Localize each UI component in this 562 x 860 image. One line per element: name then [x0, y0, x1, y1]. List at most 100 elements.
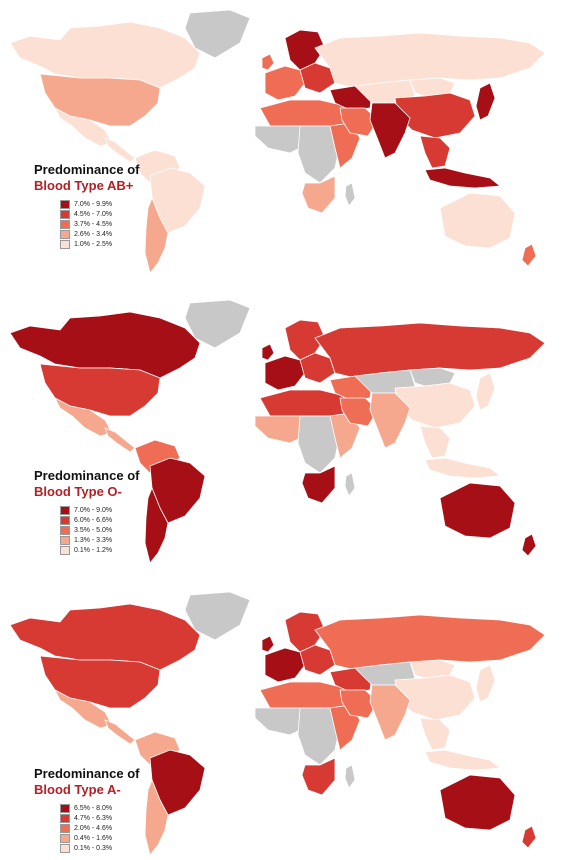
region-se-asia — [419, 717, 451, 751]
legend-swatch — [60, 239, 70, 249]
legend-swatch — [60, 505, 70, 515]
region-canada — [9, 603, 201, 671]
legend-swatch — [60, 545, 70, 555]
legend-range: 1.0% - 2.5% — [74, 240, 113, 248]
legend-row: 0.1% - 1.2% — [34, 545, 184, 555]
legend-row: 1.0% - 2.5% — [34, 239, 184, 249]
region-w-europe — [264, 647, 306, 683]
region-arabia — [339, 107, 379, 137]
region-india — [369, 684, 411, 741]
region-scandinavia — [284, 29, 326, 71]
region-scandinavia — [284, 611, 326, 653]
region-australia — [439, 774, 516, 831]
legend-range: 2.6% - 3.4% — [74, 230, 113, 238]
region-indonesia — [424, 167, 502, 189]
legend-title-line2: Blood Type A- — [34, 782, 121, 797]
legend-range: 4.7% - 6.3% — [74, 814, 113, 822]
legend-swatch — [60, 229, 70, 239]
region-nz — [521, 243, 537, 267]
region-mexico — [54, 107, 113, 147]
region-indonesia — [424, 749, 502, 771]
legend-title-line1: Predominance of — [34, 468, 140, 483]
region-se-asia — [419, 135, 451, 169]
legend-title-line2: Blood Type O- — [34, 484, 122, 499]
region-japan — [475, 372, 496, 411]
region-mexico — [54, 397, 113, 437]
map-legend: Predominance of Blood Type AB+ 7.0% - 9.… — [34, 162, 184, 249]
legend-range: 6.5% - 8.0% — [74, 804, 113, 812]
region-central-am — [104, 719, 136, 745]
legend-row: 4.7% - 6.3% — [34, 813, 184, 823]
legend-range: 7.0% - 9.0% — [74, 506, 113, 514]
region-india — [369, 102, 411, 159]
legend-range: 0.4% - 1.6% — [74, 834, 113, 842]
legend-swatch — [60, 525, 70, 535]
legend-row: 6.5% - 8.0% — [34, 803, 184, 813]
legend-row: 2.6% - 3.4% — [34, 229, 184, 239]
region-greenland — [184, 9, 251, 59]
legend-range: 4.5% - 7.0% — [74, 210, 113, 218]
region-usa — [39, 655, 161, 709]
region-madagascar — [344, 182, 356, 207]
legend-swatch — [60, 803, 70, 813]
world-map — [9, 9, 546, 274]
region-australia — [439, 482, 516, 539]
legend-swatch — [60, 823, 70, 833]
region-s-africa — [301, 465, 336, 504]
region-central-am — [104, 427, 136, 453]
region-usa — [39, 73, 161, 127]
legend-row: 1.3% - 3.3% — [34, 535, 184, 545]
legend-row: 6.0% - 6.6% — [34, 515, 184, 525]
legend-swatch — [60, 515, 70, 525]
legend-row: 0.4% - 1.6% — [34, 833, 184, 843]
legend-row: 7.0% - 9.9% — [34, 199, 184, 209]
legend-swatch — [60, 843, 70, 853]
legend-row: 2.0% - 4.6% — [34, 823, 184, 833]
legend-range: 6.0% - 6.6% — [74, 516, 113, 524]
legend-title-line2: Blood Type AB+ — [34, 178, 134, 193]
map-legend: Predominance of Blood Type A- 6.5% - 8.0… — [34, 766, 184, 853]
region-scandinavia — [284, 319, 326, 361]
legend-swatch — [60, 209, 70, 219]
region-nz — [521, 825, 537, 849]
legend-range: 3.5% - 5.0% — [74, 526, 113, 534]
legend-title-line1: Predominance of — [34, 162, 140, 177]
map-panel-a-negative: Predominance of Blood Type A- 6.5% - 8.0… — [0, 590, 562, 860]
region-s-africa — [301, 175, 336, 214]
legend-range: 3.7% - 4.5% — [74, 220, 113, 228]
region-madagascar — [344, 764, 356, 789]
region-s-am-south — [144, 486, 169, 564]
legend-swatch — [60, 813, 70, 823]
legend-range: 2.0% - 4.6% — [74, 824, 113, 832]
region-central-am — [104, 137, 136, 163]
legend-range: 1.3% - 3.3% — [74, 536, 113, 544]
legend-range: 7.0% - 9.9% — [74, 200, 113, 208]
region-nz — [521, 533, 537, 557]
legend-swatch — [60, 833, 70, 843]
legend-row: 7.0% - 9.0% — [34, 505, 184, 515]
world-map — [9, 591, 546, 856]
region-s-am-south — [144, 196, 169, 274]
legend-row: 3.7% - 4.5% — [34, 219, 184, 229]
legend-swatch — [60, 535, 70, 545]
region-greenland — [184, 299, 251, 349]
map-panel-ab-positive: Predominance of Blood Type AB+ 7.0% - 9.… — [0, 8, 562, 278]
map-legend: Predominance of Blood Type O- 7.0% - 9.0… — [34, 468, 184, 555]
region-se-asia — [419, 425, 451, 459]
region-japan — [475, 82, 496, 121]
region-arabia — [339, 689, 379, 719]
region-uk — [261, 635, 275, 653]
region-uk — [261, 343, 275, 361]
legend-swatch — [60, 199, 70, 209]
region-w-europe — [264, 65, 306, 101]
legend-row: 4.5% - 7.0% — [34, 209, 184, 219]
region-greenland — [184, 591, 251, 641]
region-canada — [9, 21, 201, 89]
world-map — [9, 299, 546, 564]
region-s-africa — [301, 757, 336, 796]
region-mexico — [54, 689, 113, 729]
legend-row: 3.5% - 5.0% — [34, 525, 184, 535]
region-australia — [439, 192, 516, 249]
legend-title-line1: Predominance of — [34, 766, 140, 781]
region-w-europe — [264, 355, 306, 391]
